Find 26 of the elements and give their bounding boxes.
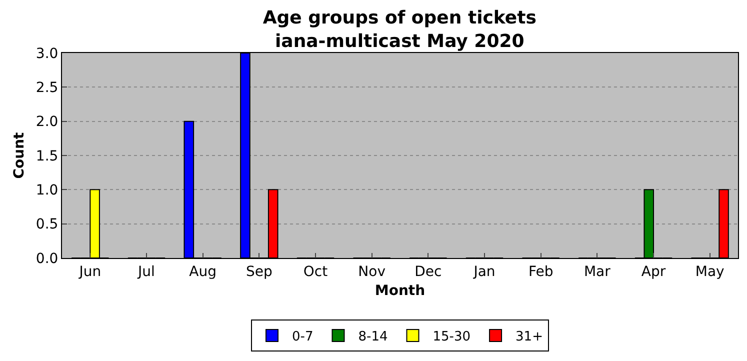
- legend-label: 31+: [516, 330, 543, 345]
- y-tick-label: 2.0: [36, 114, 58, 130]
- legend-label: 0-7: [292, 330, 314, 345]
- y-tick-label: 1.5: [36, 148, 58, 164]
- x-axis-title: Month: [374, 283, 426, 300]
- x-tick-label: Aug: [189, 264, 216, 280]
- chart-title: Age groups of open tickets iana-multicast May 2020: [262, 7, 536, 52]
- x-tick-label: Oct: [303, 264, 328, 280]
- x-tick-label: Jun: [78, 264, 102, 280]
- y-tick-label: 3.0: [36, 46, 58, 62]
- x-tick-label: Feb: [528, 264, 554, 280]
- x-tick-label: May: [695, 264, 724, 280]
- legend-label: 15-30: [432, 330, 471, 345]
- x-tick-label: Nov: [358, 264, 386, 280]
- x-tick-label: Jul: [137, 264, 155, 280]
- y-tick-label: 0.5: [36, 216, 58, 233]
- y-tick-label: 2.5: [36, 80, 58, 96]
- y-tick-label: 0.0: [36, 250, 58, 267]
- y-tick-label: 1.0: [36, 182, 58, 199]
- x-tick-label: Apr: [641, 264, 666, 280]
- x-tick-label: Jan: [472, 264, 496, 280]
- x-tick-label: Sep: [246, 264, 272, 280]
- x-tick-label: Mar: [584, 264, 611, 280]
- x-tick-label: Dec: [414, 264, 442, 280]
- y-axis-title: Count: [12, 132, 28, 179]
- legend-label: 8-14: [358, 330, 388, 345]
